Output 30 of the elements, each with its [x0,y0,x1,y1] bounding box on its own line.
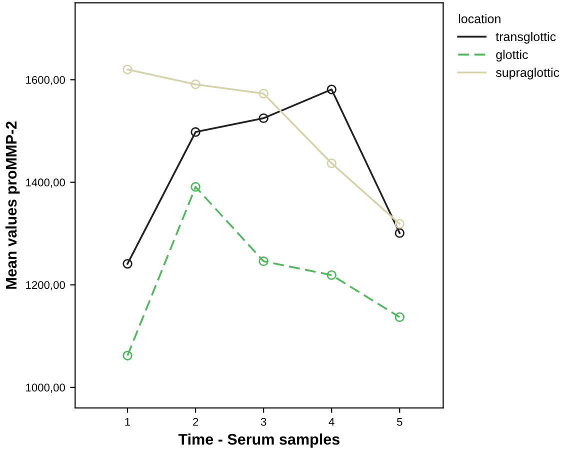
legend-label: supraglottic [496,68,560,80]
legend-label: transglottic [496,32,556,44]
point [326,84,336,94]
point [258,88,268,98]
point [190,127,200,137]
point [326,158,336,168]
point [122,258,132,269]
y-tick-label: 1400,00 [26,178,65,188]
point [394,312,405,322]
x-tick-label: 4 [328,418,334,426]
point [190,182,200,192]
x-tick-label: 2 [193,418,198,426]
x-tick-label: 5 [397,418,402,426]
point [122,64,132,74]
point [122,350,132,360]
legend-title: location [458,14,500,24]
point [190,79,200,90]
point [258,256,268,266]
y-tick-label: 1600,00 [26,76,65,86]
x-tick-label: 3 [260,418,266,426]
x-tick-label: 1 [125,418,130,426]
x-axis-title: Time - Serum samples [178,434,340,448]
y-tick-label: 1200,00 [26,281,65,290]
point [394,228,405,238]
y-tick-label: 1000,00 [26,384,65,393]
y-axis-title: Mean values proMMP-2 [5,121,20,289]
point [258,113,268,124]
legend-label: glottic [496,50,528,62]
point [394,218,405,229]
point [326,270,336,280]
